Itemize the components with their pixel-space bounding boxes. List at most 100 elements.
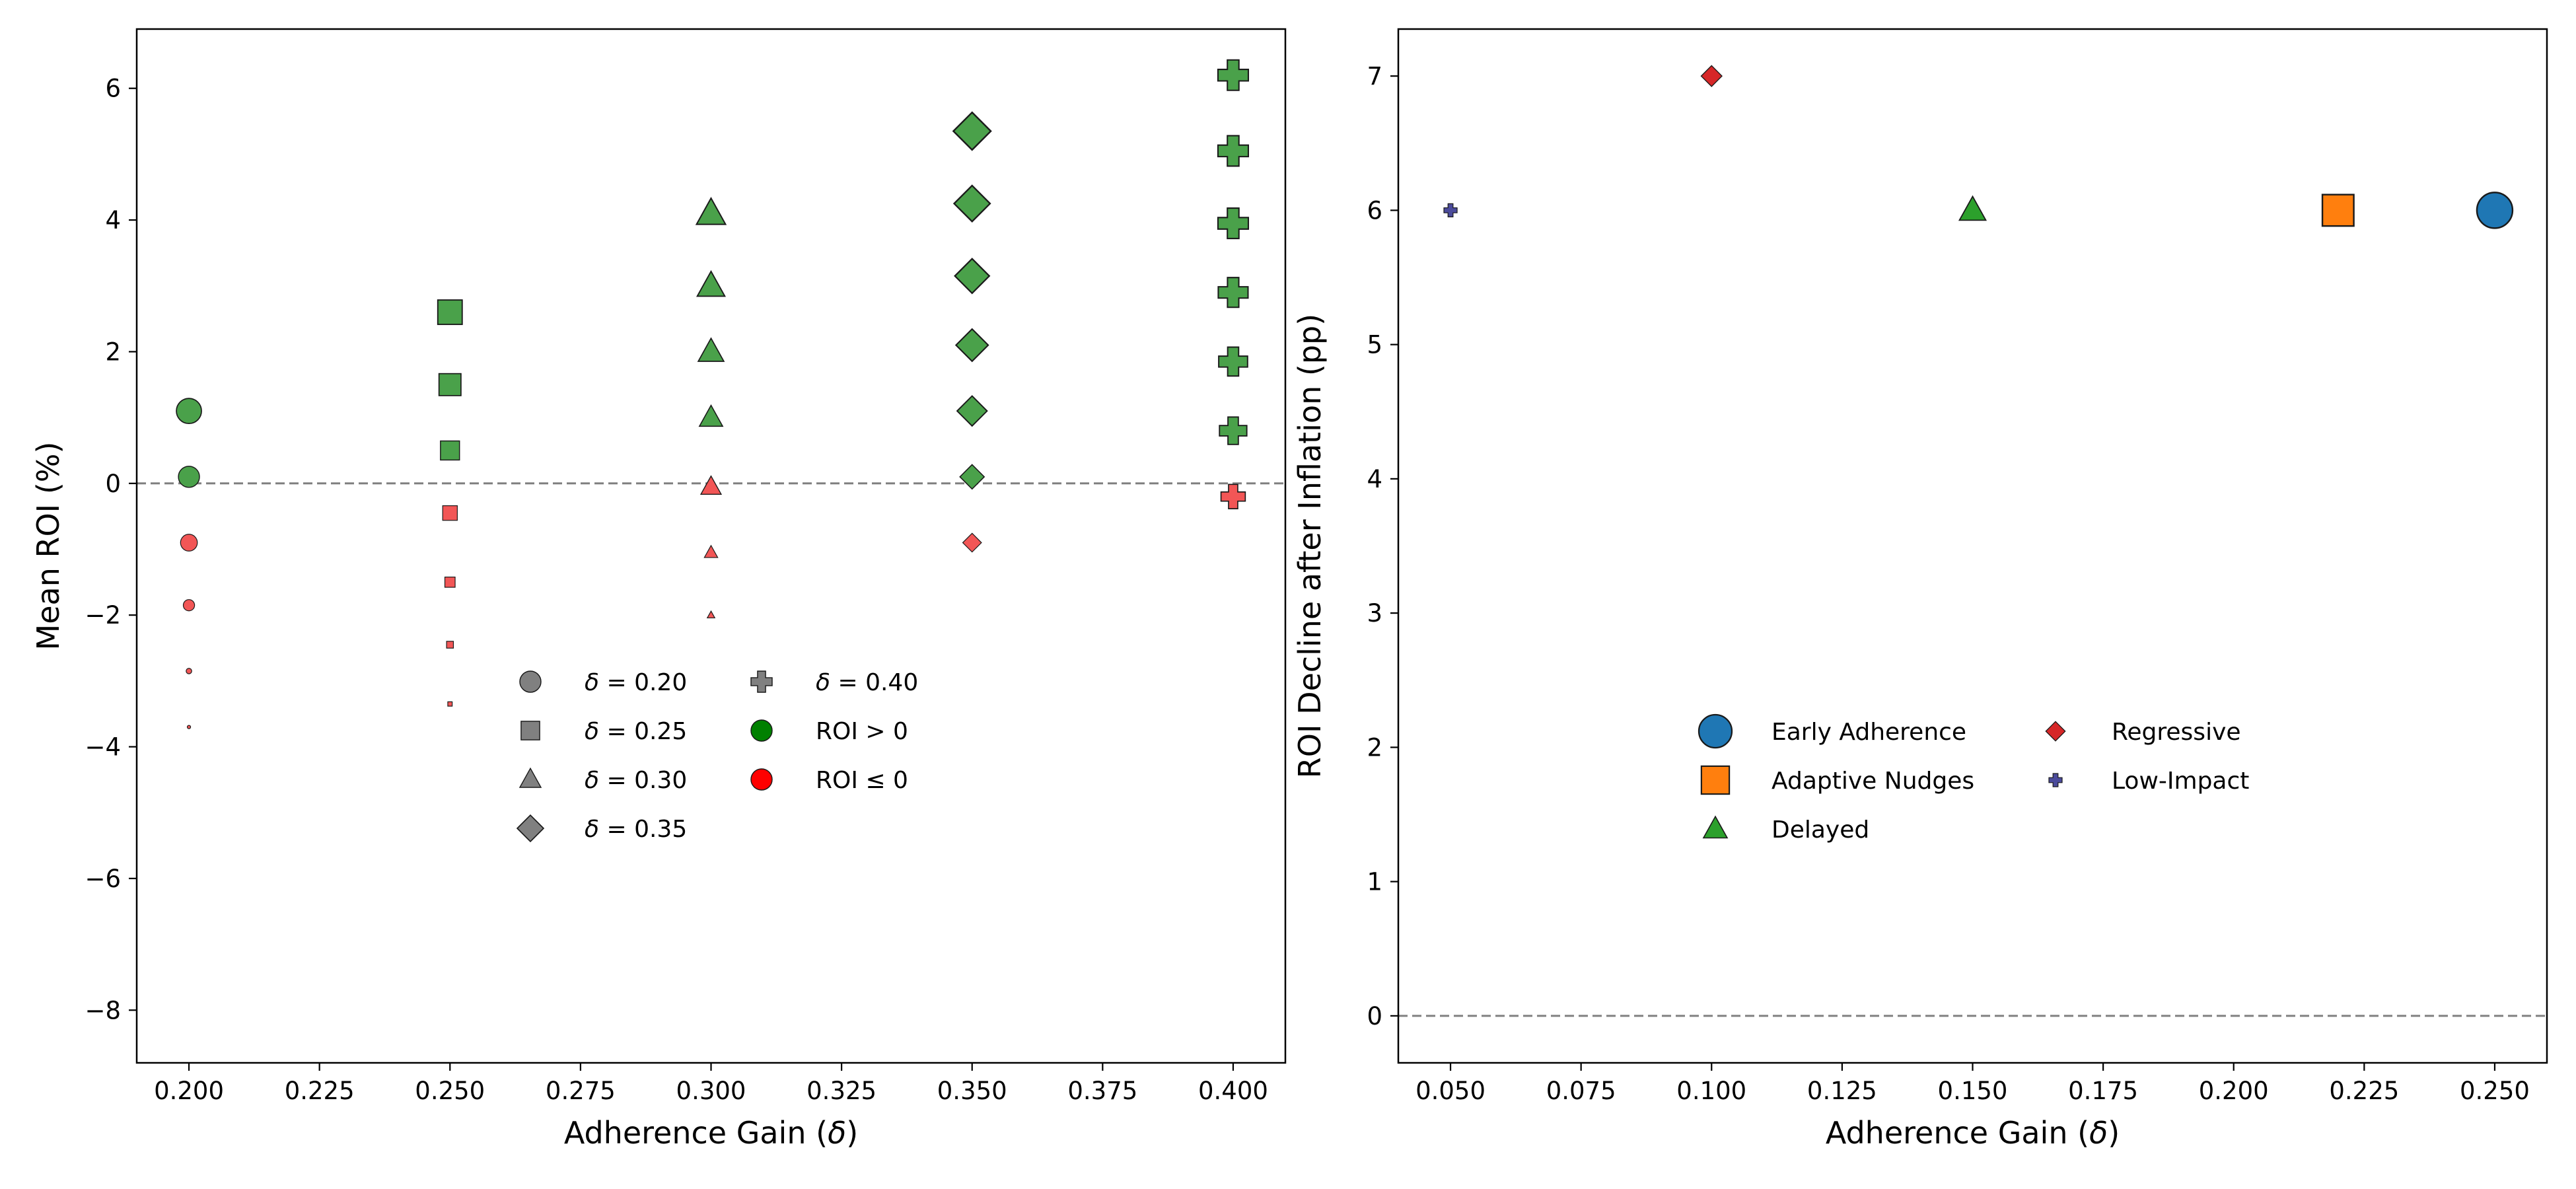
right-legend-marker-delayed	[1702, 815, 1729, 839]
left-x-tick-label: 0.375	[1067, 1077, 1137, 1105]
left-point-diamond-3	[954, 328, 989, 363]
left-x-axis-label-symbol: δ	[828, 1115, 846, 1151]
left-point-square-2	[440, 440, 460, 461]
left-y-tick-label: 0	[105, 470, 121, 498]
right-x-tick-label: 0.200	[2199, 1077, 2269, 1105]
right-x-tick-label: 0.075	[1546, 1077, 1616, 1105]
right-y-tick-label: 3	[1367, 599, 1382, 628]
right-legend-label-delayed: Delayed	[1771, 816, 1869, 844]
left-legend-label-roi-0: ROI ≤ 0	[816, 767, 908, 794]
right-y-tick-label: 5	[1367, 331, 1382, 359]
right-x-tick-label: 0.100	[1676, 1077, 1746, 1105]
left-point-square-6	[447, 701, 453, 707]
left-point-triangle-1	[696, 270, 726, 297]
left-point-triangle-0	[695, 196, 727, 225]
left-point-triangle-4	[699, 475, 723, 495]
chart-mean-roi: 0.200 0.225 0.250 0.275 0.300 0.325 0.350 0.375…	[30, 28, 1287, 1151]
left-point-square-4	[444, 576, 456, 588]
left-point-diamond-1	[952, 184, 991, 223]
right-x-tick-label: 0.175	[2068, 1077, 2138, 1105]
right-legend-marker-regressive	[2045, 721, 2066, 742]
left-legend-marker-delta-0-20	[519, 670, 542, 693]
right-y-tick-label: 7	[1367, 62, 1382, 90]
right-x-tick-label: 0.250	[2460, 1077, 2530, 1105]
left-plot-frame	[135, 28, 1287, 1064]
left-legend-symbol: δ	[816, 669, 830, 696]
left-point-diamond-4	[956, 395, 988, 427]
left-point-square-0	[437, 299, 463, 326]
left-x-tick-label: 0.350	[937, 1077, 1007, 1105]
left-x-tick-label: 0.225	[285, 1077, 355, 1105]
left-point-circle-4	[186, 668, 192, 674]
left-point-diamond-0	[952, 111, 992, 151]
right-y-tick-label: 0	[1367, 1002, 1382, 1030]
left-legend-label-0-40: δ = 0.40	[816, 669, 918, 696]
right-x-tick-label: 0.150	[1938, 1077, 2008, 1105]
left-legend-symbol: δ	[585, 767, 599, 794]
right-legend-label-adaptive-nudges: Adaptive Nudges	[1771, 768, 1974, 795]
left-point-triangle-3	[698, 404, 724, 427]
right-x-tick-label: 0.125	[1807, 1077, 1877, 1105]
left-legend-marker-roi-0	[750, 719, 773, 742]
left-legend-label-0-30: δ = 0.30	[585, 767, 687, 794]
left-legend-symbol: δ	[585, 816, 599, 843]
right-legend-marker-adaptive-nudges	[1700, 765, 1731, 795]
left-x-tick-label: 0.300	[676, 1077, 746, 1105]
left-y-tick-label: −6	[85, 865, 121, 893]
left-point-square-1	[438, 373, 462, 396]
left-point-plus-3	[1217, 277, 1249, 308]
left-point-triangle-5	[703, 544, 719, 558]
left-legend-symbol: δ	[585, 669, 599, 696]
left-x-tick-label: 0.275	[546, 1077, 616, 1105]
left-x-tick-label: 0.400	[1198, 1077, 1268, 1105]
right-legend: Early Adherence Adaptive Nudges Delayed Reg…	[1698, 713, 2249, 844]
left-point-plus-0	[1217, 59, 1249, 91]
left-x-tick-label: 0.250	[415, 1077, 485, 1105]
chart-roi-decline: 0.050 0.075 0.100 0.125 0.150 0.175 0.200 0.225…	[1292, 28, 2548, 1151]
left-point-plus-5	[1219, 416, 1248, 445]
left-point-plus-6	[1220, 484, 1246, 509]
right-y-tick-label: 6	[1367, 196, 1382, 225]
right-y-tick-label: 4	[1367, 465, 1382, 493]
left-y-tick-label: −4	[85, 733, 121, 762]
left-y-tick-label: 4	[105, 206, 121, 234]
left-point-plus-2	[1217, 207, 1249, 240]
left-point-circle-3	[182, 599, 196, 612]
left-x-tick-label: 0.200	[154, 1077, 224, 1105]
right-y-axis-label: ROI Decline after Inflation (pp)	[1292, 314, 1328, 778]
right-legend-marker-early-adherence	[1698, 713, 1733, 749]
left-legend-marker-delta-0-35	[516, 814, 545, 843]
right-x-axis-label: Adherence Gain (δ)	[1826, 1115, 2120, 1151]
right-legend-label-regressive: Regressive	[2112, 719, 2241, 746]
left-x-tick-label: 0.325	[806, 1077, 877, 1105]
left-y-tick-label: −8	[85, 996, 121, 1025]
left-legend-marker-delta-0-25	[520, 721, 540, 740]
left-legend-label-0-20: δ = 0.20	[585, 669, 687, 696]
left-x-axis-label: Adherence Gain (δ)	[564, 1115, 858, 1151]
left-point-square-5	[446, 641, 454, 649]
right-plot-frame	[1397, 28, 2548, 1064]
right-y-tick-label: 2	[1367, 733, 1382, 762]
left-point-diamond-5	[959, 464, 985, 490]
left-y-tick-label: 6	[105, 75, 121, 103]
right-y-tick-label: 1	[1367, 868, 1382, 896]
left-y-tick-label: 2	[105, 338, 121, 366]
right-x-tick-label: 0.225	[2329, 1077, 2399, 1105]
right-point-adaptive-nudges	[2321, 194, 2355, 227]
right-point-delayed	[1958, 195, 1987, 221]
left-legend-marker-roi-0	[750, 768, 773, 791]
right-point-early-adherence	[2476, 192, 2514, 229]
left-legend-label-0-35: δ = 0.35	[585, 816, 687, 843]
right-point-regressive	[1700, 65, 1723, 87]
left-legend-marker-delta-0-40	[750, 670, 773, 693]
left-point-circle-0	[176, 398, 202, 425]
left-point-plus-1	[1217, 135, 1249, 167]
left-legend-symbol: δ	[585, 718, 599, 745]
left-point-diamond-2	[954, 258, 991, 295]
left-point-diamond-6	[962, 532, 982, 553]
left-y-axis-label: Mean ROI (%)	[30, 442, 66, 651]
right-x-tick-label: 0.050	[1415, 1077, 1485, 1105]
left-legend: δ = 0.20 δ = 0.25 δ = 0.30 δ = 0.35 δ = 0.40…	[516, 669, 918, 843]
right-point-low-impact	[1443, 203, 1458, 217]
